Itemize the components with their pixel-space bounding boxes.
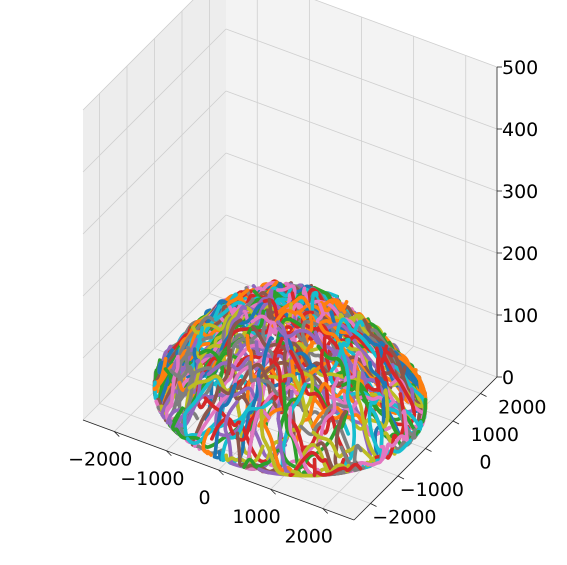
x-tick-mark-3	[270, 488, 276, 495]
series-line-365	[342, 350, 392, 438]
x-tick-mark-1	[166, 450, 172, 457]
grid-left-z-0	[82, 276, 227, 421]
z-tick-label-4: 400	[502, 119, 538, 141]
series-line-350	[201, 427, 213, 457]
z-tick-label-2: 200	[502, 243, 538, 265]
series-line-358	[212, 382, 238, 462]
data-series	[152, 279, 428, 478]
x-tick-mark-0	[113, 431, 120, 437]
grid-left-z-1	[82, 214, 227, 359]
grid-left-z-2	[82, 152, 227, 297]
series-line-419	[312, 457, 363, 478]
x-tick-label-0: −2000	[68, 449, 132, 471]
grid-back-z-1	[225, 214, 498, 316]
y-tick-mark-2	[425, 448, 432, 452]
axes-panes	[83, 0, 497, 520]
grid-back-z-4	[225, 28, 498, 130]
series-line-325	[265, 336, 296, 423]
series-line-373	[386, 402, 417, 451]
tick-labels: −2000−1000010002000−2000−100001000200001…	[68, 57, 546, 547]
series-line-378	[294, 381, 355, 444]
x-tick-label-1: −1000	[120, 468, 184, 490]
series-line-291	[168, 373, 240, 431]
series-line-347	[214, 386, 260, 438]
y-tick-mark-4	[480, 393, 487, 397]
z-tick-label-3: 300	[502, 181, 538, 203]
grid-left-z-3	[82, 90, 227, 235]
z-tick-label-5: 500	[502, 57, 538, 79]
series-line-409	[311, 430, 376, 468]
z-tick-label-0: 0	[502, 367, 514, 389]
y-tick-label-4: 2000	[498, 397, 546, 419]
series-line-377	[301, 348, 331, 450]
grid-back-z-2	[225, 152, 498, 254]
x-tick-mark-2	[218, 469, 224, 476]
x-tick-label-4: 2000	[285, 525, 333, 547]
x-tick-mark-4	[322, 508, 329, 514]
series-line-333	[251, 325, 303, 454]
y-tick-mark-0	[370, 503, 377, 507]
grid-left-z-5	[82, 0, 194, 111]
y-tick-label-0: −2000	[372, 507, 436, 529]
grid-floor-y-0	[99, 403, 371, 504]
x-tick-label-2: 0	[198, 487, 210, 509]
y-tick-mark-3	[452, 420, 460, 425]
y-tick-mark-1	[397, 475, 405, 480]
y-tick-label-3: 1000	[471, 424, 519, 446]
grid-left-z-4	[82, 28, 227, 173]
y-tick-label-1: −1000	[400, 479, 464, 501]
grid-back-z-3	[225, 90, 498, 192]
y-tick-label-2: 0	[479, 452, 491, 474]
x-tick-label-3: 1000	[232, 506, 280, 528]
grid-back-z-5	[314, 0, 498, 68]
z-tick-label-1: 100	[502, 305, 538, 327]
